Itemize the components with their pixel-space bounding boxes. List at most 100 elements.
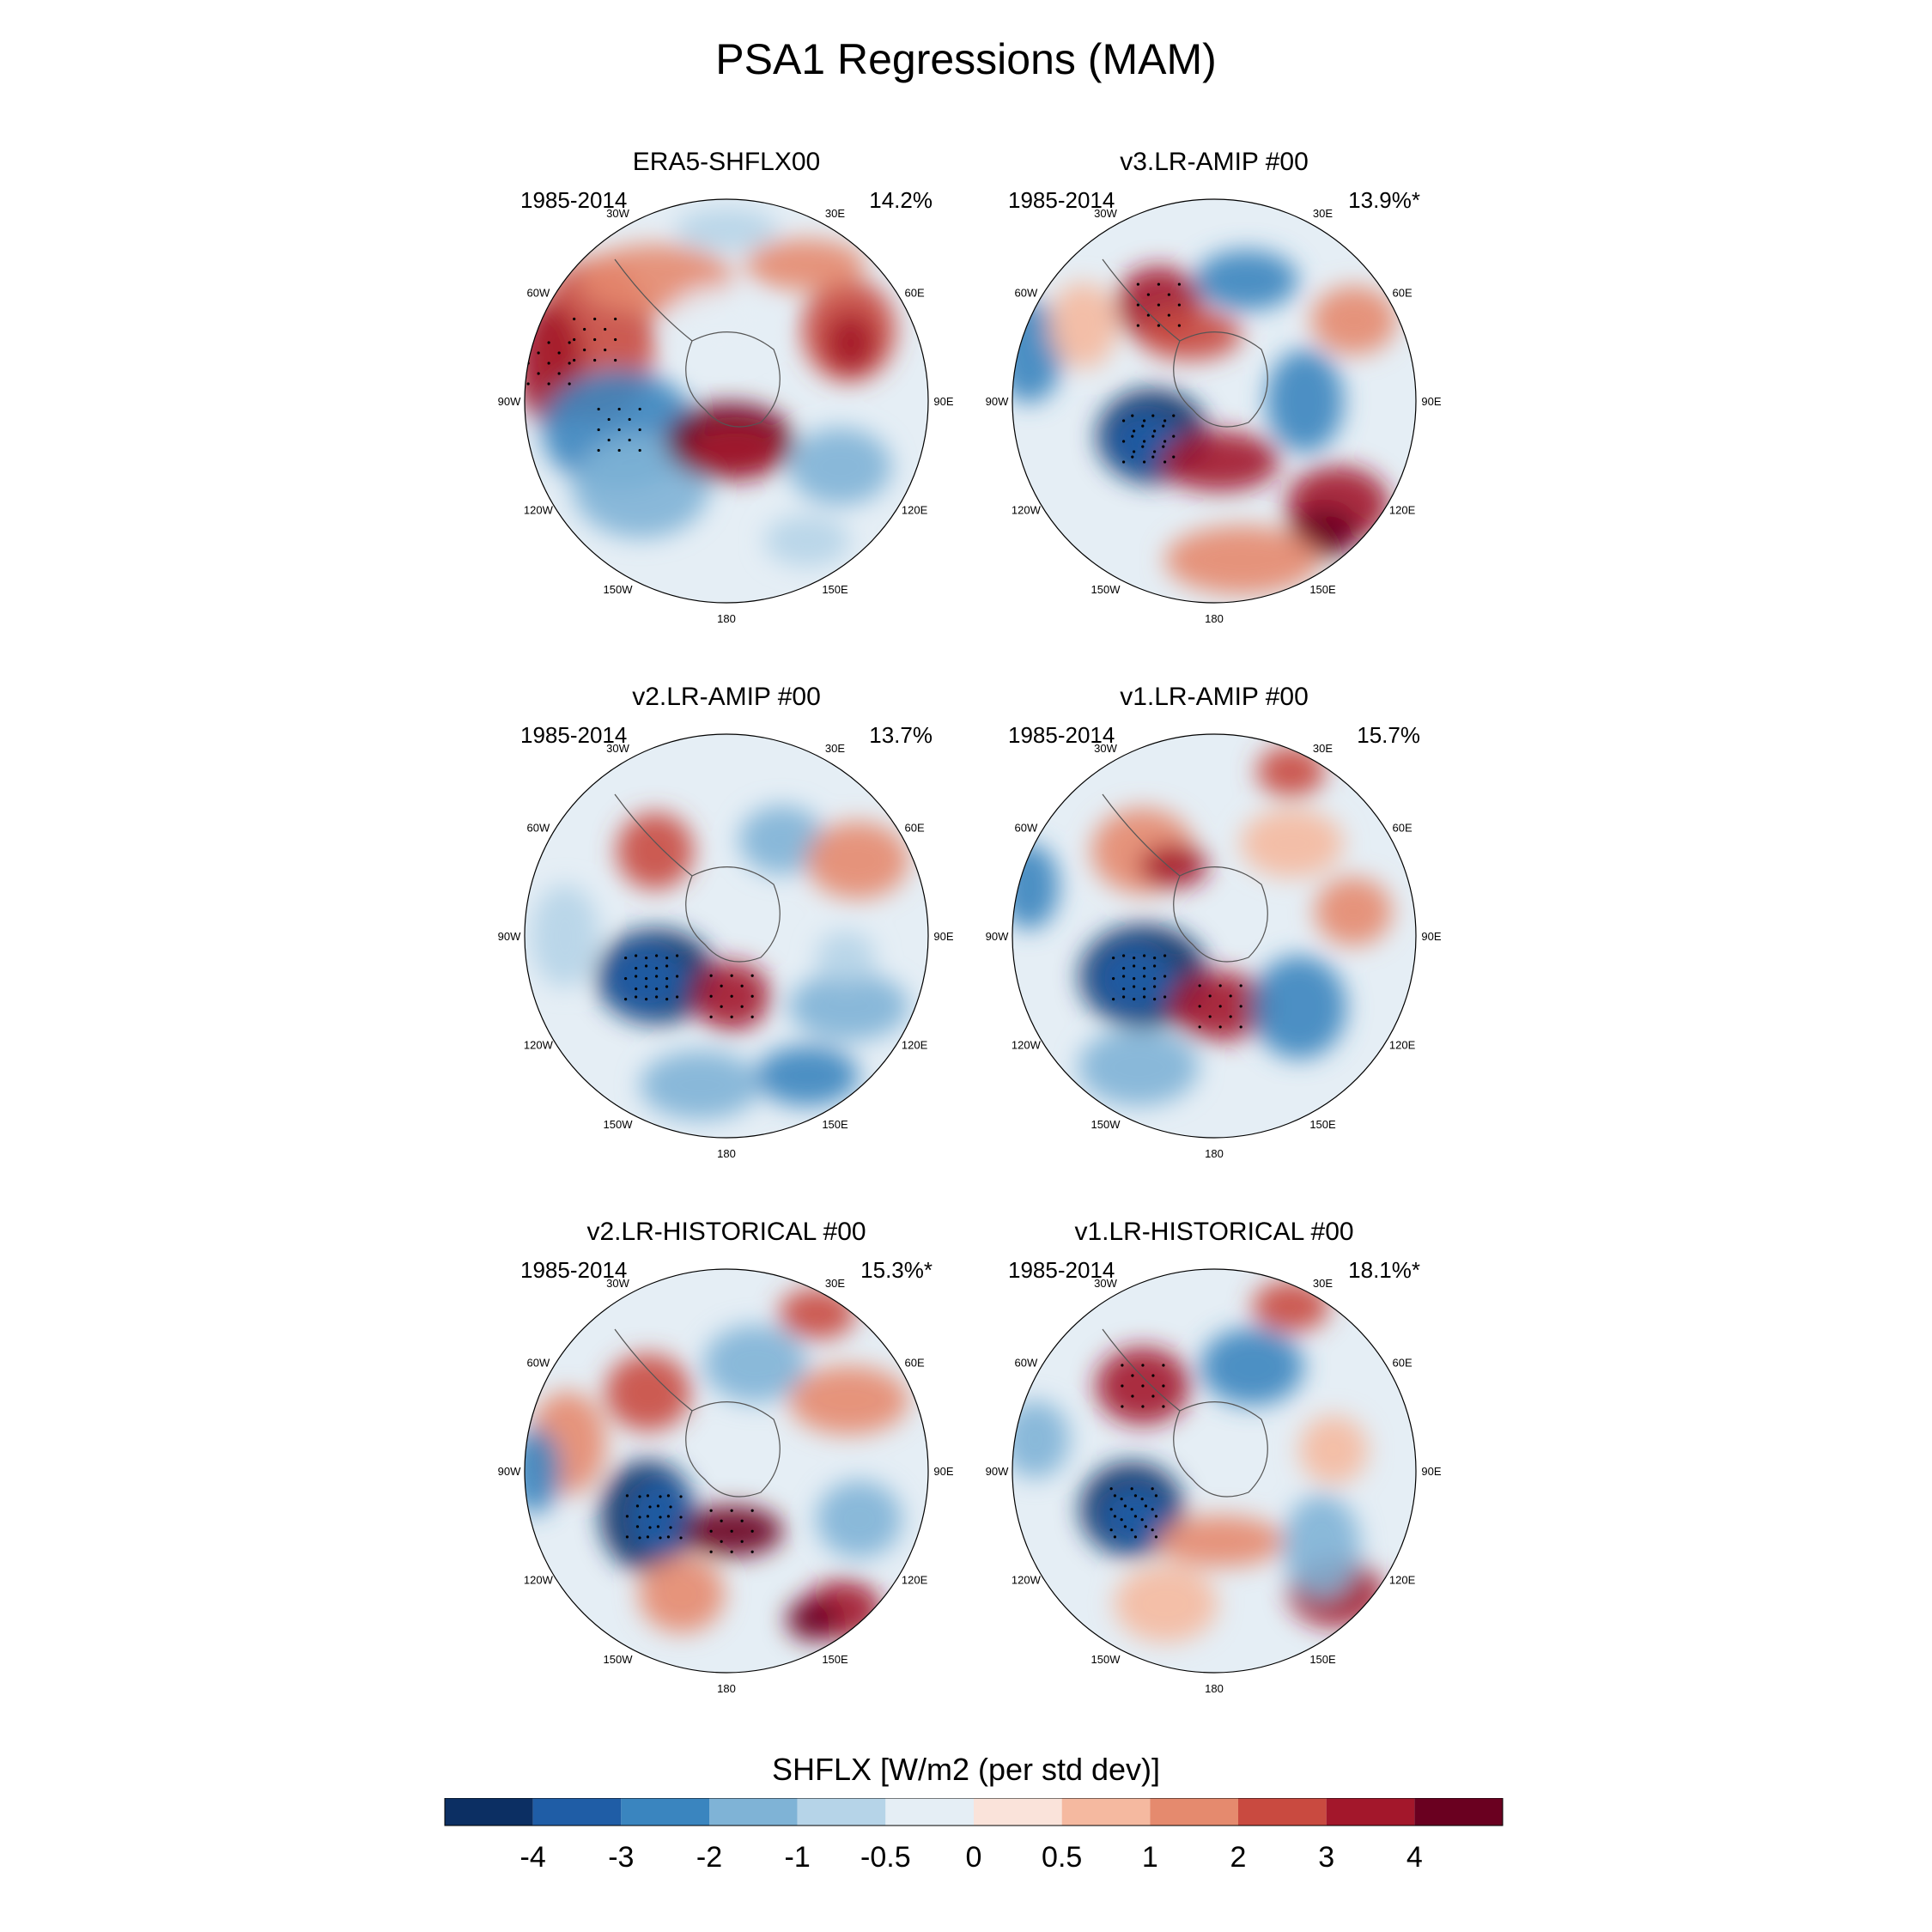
significance-dot	[625, 1515, 629, 1518]
colorbar-frame	[444, 1798, 1504, 1826]
panel-years: 1985-2014	[1008, 1257, 1115, 1283]
significance-dot	[709, 1550, 713, 1553]
significance-dot	[1172, 434, 1176, 438]
colorbar-swatch	[1414, 1798, 1503, 1826]
significance-dot	[638, 428, 641, 432]
longitude-label: 120E	[902, 1574, 928, 1587]
significance-dot	[1144, 1504, 1148, 1508]
significance-dot	[597, 448, 600, 453]
significance-dot	[638, 1536, 641, 1540]
significance-dot	[1112, 957, 1115, 960]
panel-years: 1985-2014	[1008, 722, 1115, 748]
significance-dot	[1113, 1515, 1117, 1518]
colorbar: -4 -3 -2 -1 -0.5 0 0.5 1 2 3 4	[444, 1798, 1504, 1874]
significance-dot	[709, 994, 713, 998]
significance-dot	[665, 977, 669, 981]
significance-dot	[624, 998, 628, 1001]
colorbar-label: 4	[1406, 1841, 1423, 1874]
polar-map: 030E60E90E120E150E180150W120W90W60W30W	[986, 198, 1442, 625]
significance-dot	[1109, 1528, 1113, 1532]
significance-dot	[1136, 324, 1139, 327]
significance-dot	[1153, 977, 1157, 981]
significance-dot	[1151, 1394, 1155, 1398]
significance-dot	[1120, 1498, 1123, 1501]
significance-dot	[1142, 460, 1146, 464]
panel-years: 1985-2014	[1008, 187, 1115, 213]
significance-dot	[666, 1535, 671, 1539]
significance-dot	[624, 977, 628, 981]
colorbar-swatch	[974, 1798, 1062, 1826]
significance-dot	[1162, 1364, 1165, 1367]
colorbar-swatch	[709, 1798, 798, 1826]
anomaly-blob	[738, 805, 825, 875]
significance-dot	[1123, 1504, 1127, 1508]
longitude-label: 30W	[606, 742, 629, 755]
panel-title: v1.LR-HISTORICAL #00	[1074, 1218, 1354, 1246]
anomaly-blob	[788, 972, 909, 1042]
longitude-label: 150E	[1309, 583, 1336, 596]
significance-dot	[675, 975, 679, 978]
colorbar-label: 3	[1318, 1841, 1334, 1874]
significance-dot	[1132, 985, 1136, 988]
anomaly-blob	[778, 1287, 856, 1340]
significance-dot	[638, 448, 641, 453]
significance-dot	[1198, 1025, 1201, 1029]
anomaly-blob	[1266, 349, 1344, 453]
panel-title: ERA5-SHFLX00	[632, 148, 821, 176]
polar-map: 030E60E90E120E150E180150W120W90W60W30W	[986, 1268, 1442, 1695]
significance-dot	[1121, 975, 1126, 978]
anomaly-blob	[1048, 282, 1118, 368]
anomaly-blob	[525, 1428, 561, 1514]
significance-dot	[617, 428, 621, 432]
significance-dot	[1163, 975, 1167, 978]
significance-dot	[625, 1535, 629, 1539]
panel-percent: 13.7%	[869, 722, 933, 748]
significance-dot	[1133, 957, 1136, 960]
anomaly-blob	[1240, 808, 1344, 878]
longitude-label: 90E	[1421, 395, 1441, 408]
significance-dot	[1218, 1025, 1222, 1029]
significance-dot	[1152, 985, 1157, 988]
significance-dot	[1131, 1394, 1134, 1398]
panel-v3-amip: v3.LR-AMIP #00 1985-2014 13.9%* 030E60E9…	[982, 148, 1446, 629]
significance-dot	[1140, 1518, 1144, 1522]
significance-dot	[1142, 440, 1146, 443]
significance-dot	[1142, 975, 1146, 978]
significance-dot	[1141, 445, 1145, 448]
significance-dot	[568, 382, 571, 386]
significance-dot	[635, 1504, 640, 1508]
map-field	[1012, 199, 1416, 603]
significance-dot	[1141, 1364, 1145, 1367]
significance-dot	[557, 351, 561, 355]
significance-dot	[648, 1505, 652, 1509]
longitude-label: 120W	[1012, 504, 1042, 517]
significance-dot	[1121, 1364, 1124, 1367]
significance-dot	[655, 967, 659, 970]
significance-dot	[1122, 967, 1126, 970]
significance-dot	[1151, 455, 1155, 459]
longitude-label: 180	[717, 1147, 736, 1160]
significance-dot	[1151, 1487, 1154, 1491]
significance-dot	[1132, 450, 1136, 453]
significance-dot	[1141, 424, 1145, 428]
significance-dot	[1121, 1384, 1124, 1388]
significance-dot	[628, 438, 631, 442]
longitude-label: 30E	[1313, 1277, 1333, 1290]
longitude-label: 120W	[524, 1039, 554, 1052]
significance-dot	[1133, 998, 1136, 1001]
longitude-label: 90E	[1421, 1465, 1441, 1478]
significance-dot	[750, 1509, 754, 1512]
anomaly-blob	[703, 1325, 807, 1403]
significance-dot	[1131, 1374, 1134, 1377]
significance-dot	[666, 1494, 671, 1498]
anomaly-blob	[638, 1555, 725, 1633]
colorbar-swatch	[621, 1798, 709, 1826]
significance-dot	[654, 995, 659, 999]
longitude-label: 30E	[1313, 207, 1333, 220]
significance-dot	[1151, 414, 1155, 417]
significance-dot	[1142, 419, 1146, 422]
anomaly-blob	[786, 1597, 838, 1641]
significance-dot	[1152, 964, 1157, 968]
significance-dot	[1143, 967, 1146, 970]
significance-dot	[1163, 440, 1167, 443]
